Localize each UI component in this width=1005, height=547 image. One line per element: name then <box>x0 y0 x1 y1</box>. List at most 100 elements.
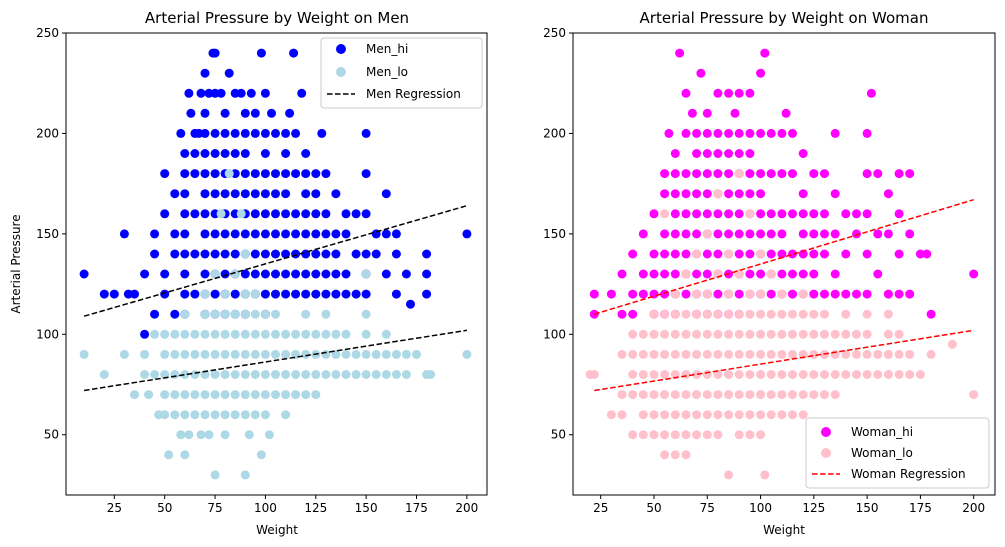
data-point <box>628 329 638 339</box>
data-point <box>250 309 260 319</box>
data-point <box>301 370 311 379</box>
data-point <box>894 329 904 339</box>
data-point <box>190 370 200 379</box>
data-point <box>220 108 230 118</box>
data-point <box>321 370 331 379</box>
data-point <box>660 450 670 460</box>
data-point <box>675 48 685 58</box>
data-point <box>894 249 904 259</box>
data-point <box>240 470 250 480</box>
data-point <box>724 128 734 138</box>
data-point <box>250 249 260 259</box>
data-point <box>915 370 925 379</box>
data-point <box>926 349 936 359</box>
data-point <box>766 249 776 259</box>
data-point <box>291 390 301 400</box>
data-point <box>649 269 659 279</box>
data-point <box>745 169 755 179</box>
data-point <box>160 410 170 420</box>
data-point <box>809 289 819 299</box>
data-point <box>702 108 712 118</box>
data-point <box>713 128 723 138</box>
data-point <box>317 128 327 138</box>
data-point <box>230 189 240 199</box>
data-point <box>777 229 787 239</box>
data-point <box>250 209 260 219</box>
data-point <box>702 309 712 319</box>
data-point <box>99 370 109 379</box>
data-point <box>250 269 260 279</box>
data-point <box>281 269 291 279</box>
data-point <box>702 370 712 379</box>
data-point <box>210 370 220 379</box>
data-point <box>150 309 160 319</box>
data-point <box>281 370 291 379</box>
data-point <box>883 229 893 239</box>
data-point <box>798 269 808 279</box>
data-point <box>331 329 341 339</box>
data-point <box>176 430 186 440</box>
data-point <box>260 249 270 259</box>
legend-box <box>805 417 990 489</box>
data-point <box>660 309 670 319</box>
data-point <box>692 249 702 259</box>
data-point <box>381 189 391 199</box>
data-point <box>820 289 829 299</box>
data-point <box>883 329 893 339</box>
data-point <box>841 289 851 299</box>
legend-marker-woman-hi <box>821 427 831 437</box>
data-point <box>788 390 797 400</box>
data-point <box>692 229 702 239</box>
data-point <box>745 128 755 138</box>
data-point <box>969 390 979 400</box>
data-point <box>271 370 280 379</box>
data-point <box>297 88 307 98</box>
legend-label-men-lo: Men_lo <box>366 65 408 79</box>
data-point <box>176 128 186 138</box>
data-point <box>760 48 770 58</box>
data-point <box>852 349 861 359</box>
data-point <box>734 349 744 359</box>
data-point <box>140 349 150 359</box>
data-point <box>200 209 210 219</box>
y-tick-label: 100 <box>36 327 59 341</box>
data-point <box>830 370 840 379</box>
data-point <box>756 390 766 400</box>
data-point <box>210 309 220 319</box>
data-point <box>670 450 680 460</box>
data-point <box>841 329 851 339</box>
data-point <box>724 349 734 359</box>
data-point <box>160 209 170 219</box>
data-point <box>788 289 797 299</box>
data-point <box>788 309 797 319</box>
data-point <box>873 229 883 239</box>
data-point <box>240 390 250 400</box>
data-point <box>190 249 200 259</box>
series-men-lo <box>79 169 472 480</box>
data-point <box>260 88 270 98</box>
data-point <box>862 289 872 299</box>
data-point <box>291 209 301 219</box>
data-point <box>862 169 872 179</box>
data-point <box>180 209 190 219</box>
data-point <box>250 349 260 359</box>
data-point <box>681 410 691 420</box>
data-point <box>180 149 190 158</box>
data-point <box>190 410 200 420</box>
data-point <box>220 309 230 319</box>
data-point <box>894 349 904 359</box>
data-point <box>788 329 797 339</box>
data-point <box>180 390 190 400</box>
x-tick-label: 75 <box>207 501 222 515</box>
data-point <box>196 430 206 440</box>
data-point <box>649 249 659 259</box>
data-point <box>734 410 744 420</box>
data-point <box>311 189 321 199</box>
data-point <box>291 370 301 379</box>
data-point <box>289 48 299 58</box>
data-point <box>922 249 932 259</box>
data-point <box>905 289 915 299</box>
data-point <box>724 309 734 319</box>
data-point <box>140 269 150 279</box>
data-point <box>745 269 755 279</box>
